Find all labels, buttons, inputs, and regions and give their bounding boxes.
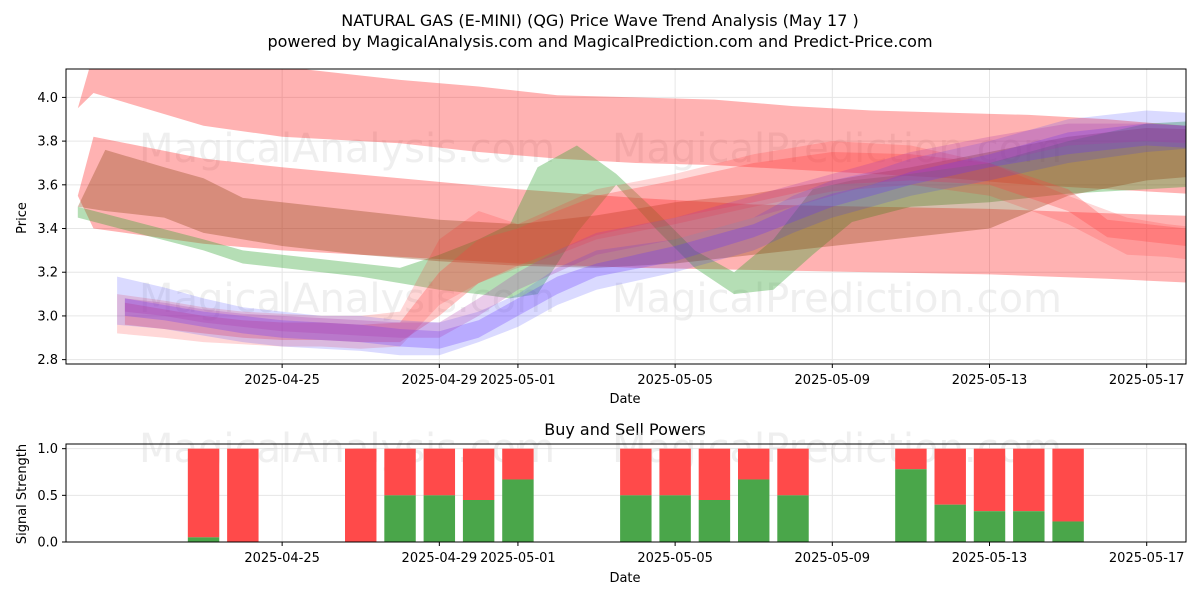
sell-bar-16 <box>1052 448 1084 522</box>
signal-xtick-label-1: 2025-04-29 <box>402 551 478 566</box>
price-band-0 <box>77 69 1186 194</box>
buy-bar-6 <box>502 479 534 542</box>
signal-xtick-label-5: 2025-05-13 <box>952 551 1028 566</box>
price-watermarks: MagicalAnalysis.com MagicalPrediction.co… <box>139 126 1062 322</box>
buy-bar-4 <box>423 495 456 542</box>
sell-bar-12 <box>895 448 927 470</box>
price-xtick-label-0: 2025-04-25 <box>244 373 320 388</box>
sell-bar-13 <box>934 448 966 505</box>
buy-bar-11 <box>777 495 809 542</box>
signal-axes: 2025-04-25 2025-04-29 2025-05-01 2025-05-05… <box>37 442 1187 566</box>
watermark-2: MagicalPrediction.com <box>612 126 1062 172</box>
price-ylabel: Price <box>15 202 30 234</box>
price-band-8 <box>124 123 1186 338</box>
price-band-6 <box>117 110 1186 356</box>
signal-title: Buy and Sell Powers <box>544 420 706 439</box>
signal-xtick-label-2: 2025-05-01 <box>480 551 556 566</box>
buy-bar-3 <box>384 495 416 542</box>
price-axes: 2025-04-25 2025-04-29 2025-05-01 2025-05-05… <box>37 68 1187 388</box>
sell-bar-6 <box>502 448 534 480</box>
buy-bar-5 <box>462 500 495 542</box>
price-xlabel: Date <box>609 392 640 407</box>
signal-ytick-label-0: 0.0 <box>37 536 58 551</box>
sell-bar-5 <box>462 448 495 500</box>
watermark-4: MagicalPrediction.com <box>612 276 1062 322</box>
signal-xtick-label-6: 2025-05-17 <box>1109 551 1185 566</box>
buy-bar-12 <box>895 469 927 542</box>
price-band-5 <box>124 152 1186 343</box>
chart-title-line1: NATURAL GAS (E-MINI) (QG) Price Wave Tre… <box>341 11 858 30</box>
buy-bar-13 <box>934 504 966 542</box>
price-band-3 <box>77 128 1186 268</box>
price-xtick-label-1: 2025-04-29 <box>402 373 478 388</box>
signal-xtick-label-4: 2025-05-09 <box>795 551 871 566</box>
sell-bar-9 <box>698 448 731 500</box>
buy-bar-7 <box>620 495 652 542</box>
price-ytick-label-0: 2.8 <box>37 353 58 368</box>
price-ytick-label-5: 3.8 <box>37 135 58 150</box>
price-band-1 <box>77 136 1186 283</box>
price-ytick-label-3: 3.4 <box>37 222 58 237</box>
buy-bar-15 <box>1013 511 1045 542</box>
chart-title-line2: powered by MagicalAnalysis.com and Magic… <box>267 32 932 51</box>
price-band-4 <box>117 141 1186 349</box>
sell-bar-7 <box>620 448 652 496</box>
sell-bar-2 <box>345 448 377 542</box>
watermark-3: MagicalAnalysis.com <box>139 276 555 322</box>
buy-bar-14 <box>973 511 1006 542</box>
signal-bars <box>187 448 1084 542</box>
price-ytick-label-6: 4.0 <box>37 91 58 106</box>
price-xtick-label-4: 2025-05-09 <box>795 373 871 388</box>
buy-bar-10 <box>738 479 770 542</box>
sell-bar-3 <box>384 448 416 496</box>
signal-ytick-label-1: 0.5 <box>37 489 58 504</box>
price-band-7 <box>124 123 1186 349</box>
sell-bar-8 <box>659 448 691 496</box>
sell-bar-1 <box>227 448 259 542</box>
signal-axes-frame <box>65 443 1187 543</box>
sell-bar-11 <box>777 448 809 496</box>
buy-bar-8 <box>659 495 691 542</box>
buy-bar-9 <box>698 500 731 542</box>
price-grid <box>66 69 1186 364</box>
price-panel: MagicalAnalysis.com MagicalPrediction.co… <box>15 68 1187 407</box>
watermark-1: MagicalAnalysis.com <box>139 126 555 172</box>
sell-bar-4 <box>423 448 456 496</box>
signal-ylabel: Signal Strength <box>15 444 30 544</box>
price-ytick-label-1: 3.0 <box>37 309 58 324</box>
price-axes-frame <box>65 68 1187 365</box>
price-ytick-label-4: 3.6 <box>37 178 58 193</box>
signal-panel: Buy and Sell Powers MagicalAnalysis.com … <box>15 420 1187 586</box>
price-xtick-label-5: 2025-05-13 <box>952 373 1028 388</box>
signal-xtick-label-0: 2025-04-25 <box>244 551 320 566</box>
sell-bar-15 <box>1013 448 1045 512</box>
buy-bar-16 <box>1052 521 1084 542</box>
price-bands <box>77 69 1186 356</box>
signal-xlabel: Date <box>609 571 640 586</box>
sell-bar-14 <box>973 448 1006 512</box>
price-ytick-label-2: 3.2 <box>37 266 58 281</box>
price-xtick-label-3: 2025-05-05 <box>637 373 713 388</box>
signal-ytick-label-2: 1.0 <box>37 442 58 457</box>
signal-xtick-label-3: 2025-05-05 <box>637 551 713 566</box>
price-xtick-label-6: 2025-05-17 <box>1109 373 1185 388</box>
sell-bar-0 <box>187 448 220 538</box>
buy-bar-0 <box>187 537 220 542</box>
sell-bar-10 <box>738 448 770 480</box>
price-xtick-label-2: 2025-05-01 <box>480 373 556 388</box>
